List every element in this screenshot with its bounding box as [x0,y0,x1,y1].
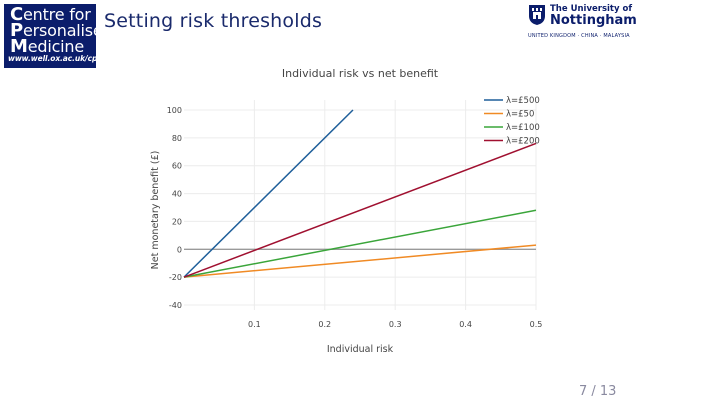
y-tick-label: 20 [172,217,182,226]
logo-url: www.well.ox.ac.uk/cpm [8,54,105,63]
x-tick-label: 0.4 [459,320,472,329]
x-tick-label: 0.3 [389,320,402,329]
slide-title: Setting risk thresholds [104,10,323,32]
series-line-0 [183,109,354,278]
x-axis-title: Individual risk [327,344,394,355]
page-number: 7 / 13 [579,384,617,399]
logo-line-1: Centre for [10,4,91,25]
series-line-3 [183,142,537,278]
legend: λ=£500 λ=£50 λ=£100 λ=£200 [484,96,540,147]
legend-label: λ=£500 [506,96,540,106]
logo-line-2: Personalised [10,20,113,41]
x-tick-label: 0.1 [248,320,261,329]
university-logo: The University of Nottingham UNITED KING… [520,2,720,42]
university-campuses: UNITED KINGDOM · CHINA · MALAYSIA [528,33,630,39]
y-tick-label: 80 [172,134,182,143]
y-tick-label: 60 [172,162,182,171]
logo-line-3: Medicine [10,36,84,57]
series-group [183,109,537,278]
legend-label: λ=£50 [506,110,534,120]
cpm-logo: Centre for Personalised Medicine www.wel… [4,4,113,68]
legend-label: λ=£100 [506,123,540,133]
x-tick-label: 0.5 [530,320,543,329]
x-tick-label: 0.2 [318,320,331,329]
university-name: Nottingham [550,13,637,28]
legend-label: λ=£200 [506,137,540,147]
chart-grid [184,100,537,310]
castle-shield-icon [529,5,545,25]
tick-labels: 0.1 0.2 0.3 0.4 0.5 -40 -20 0 20 40 60 80 100 [167,106,543,329]
series-line-1 [183,244,537,278]
y-tick-label: 100 [167,106,182,115]
series-line-2 [183,209,537,278]
y-tick-label: 0 [177,245,182,254]
y-tick-label: -20 [169,273,182,282]
y-axis-title: Net monetary benefit (£) [150,151,161,270]
chart-title: Individual risk vs net benefit [282,67,439,80]
university-small-text: The University of [550,4,633,14]
y-tick-label: -40 [169,301,182,310]
y-tick-label: 40 [172,190,182,199]
